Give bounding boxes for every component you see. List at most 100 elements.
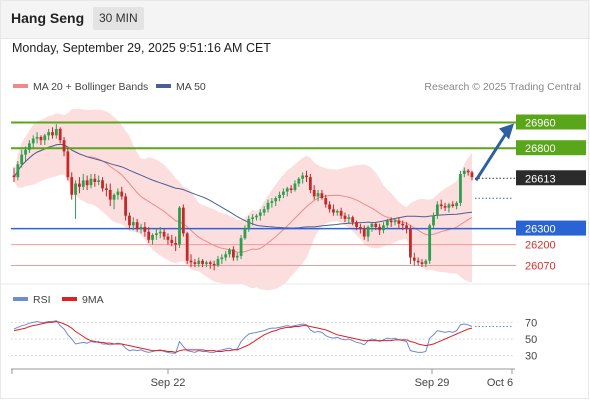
candle-body — [332, 209, 335, 213]
candle-body — [193, 262, 197, 264]
candle-body — [420, 262, 424, 264]
candle-body — [316, 193, 320, 197]
candle-body — [66, 151, 70, 178]
candle-body — [255, 215, 258, 218]
candle-body — [231, 249, 235, 258]
candle-body — [97, 180, 101, 182]
rsi-tick-label: 70 — [525, 317, 537, 329]
candle-body — [197, 260, 201, 264]
rsi-tick-label: 30 — [525, 351, 537, 363]
candle-body — [385, 220, 389, 226]
candle-body — [466, 170, 470, 173]
candle-body — [405, 225, 408, 229]
candle-body — [459, 173, 462, 203]
candle-body — [101, 180, 104, 189]
x-tick-label: Oct 6 — [487, 377, 513, 389]
x-axis: Sep 22 Sep 29 Oct 6 — [11, 369, 513, 389]
candle-body — [324, 198, 328, 205]
candle-body — [262, 209, 266, 213]
candle-body — [428, 225, 432, 261]
candle-body — [35, 136, 39, 139]
current-price-label-bg — [516, 170, 586, 186]
candle-body — [139, 226, 143, 229]
rsi-9ma-line — [13, 320, 473, 353]
current-price-label-text: 26613 — [525, 173, 556, 185]
candle-body — [351, 217, 355, 223]
candle-body — [147, 231, 151, 240]
forecast-arrow-shaft — [474, 132, 508, 182]
candle-body — [201, 260, 204, 264]
candle-body — [443, 206, 447, 208]
candle-body — [312, 190, 316, 197]
candle-body — [135, 222, 139, 229]
rsi-legend-swatch — [13, 297, 28, 301]
candle-body — [54, 128, 58, 136]
candle-body — [366, 226, 370, 237]
ma50-line — [13, 143, 473, 229]
candle-body — [378, 226, 382, 231]
candle-body — [51, 132, 54, 136]
ma20-legend-label: MA 20 + Bollinger Bands — [33, 81, 148, 93]
candle-body — [104, 188, 108, 190]
candle-body — [258, 212, 262, 216]
candle-body — [162, 231, 166, 237]
resistance-1-label-bg — [516, 114, 586, 130]
candle-body — [205, 262, 208, 264]
candle-body — [412, 257, 416, 261]
candle-body — [251, 217, 255, 219]
candle-body — [274, 198, 278, 202]
support-2-label-text: 26070 — [525, 261, 556, 273]
ma50-legend-swatch — [156, 84, 171, 88]
ma50-legend-label: MA 50 — [176, 81, 206, 93]
candle-body — [347, 217, 351, 219]
candle-body — [370, 223, 374, 227]
candle-body — [243, 228, 247, 239]
timeframe-button[interactable]: 30 MIN — [93, 7, 144, 30]
candle-body — [151, 235, 154, 240]
forecast-arrow-head — [499, 123, 514, 140]
candle-body — [170, 239, 174, 244]
candle-body — [16, 164, 20, 178]
candle-body — [451, 204, 455, 207]
candle-body — [297, 178, 301, 184]
candle-body — [27, 143, 31, 150]
candle-body — [158, 231, 162, 234]
candle-body — [12, 175, 16, 178]
candle-body — [228, 249, 231, 255]
rsi-panel: 70 50 30 — [11, 317, 537, 363]
candle-body — [435, 204, 439, 216]
candle-body — [220, 257, 224, 260]
candle-body — [74, 183, 77, 195]
x-tick-label: Sep 29 — [415, 377, 450, 389]
candle-body — [278, 194, 281, 199]
rsi9ma-legend-label: 9MA — [82, 294, 104, 306]
candle-body — [43, 135, 47, 141]
candle-body — [85, 180, 89, 186]
header-bar: Hang Seng 30 MIN — [0, 0, 590, 39]
candle-body — [216, 259, 220, 266]
candle-body — [93, 178, 97, 182]
candle-body — [78, 183, 81, 187]
candle-body — [305, 175, 308, 178]
support-1-label-text: 26200 — [525, 240, 556, 252]
candle-body — [143, 226, 147, 232]
candlesticks — [12, 123, 514, 271]
candle-body — [358, 226, 362, 229]
ma20-line — [13, 143, 473, 253]
candle-body — [301, 175, 305, 179]
candle-body — [470, 172, 474, 178]
candle-body — [174, 243, 178, 245]
candle-body — [166, 236, 170, 240]
candle-body — [374, 223, 378, 227]
candle-body — [178, 207, 181, 245]
candle-body — [239, 238, 243, 256]
candle-body — [155, 233, 158, 235]
candle-body — [212, 263, 216, 266]
candle-body — [235, 255, 239, 258]
candle-body — [31, 138, 35, 144]
candle-body — [282, 191, 285, 195]
rsi-line — [13, 320, 473, 354]
rsi-tick-label: 50 — [525, 334, 537, 346]
bollinger-bands — [14, 108, 472, 291]
